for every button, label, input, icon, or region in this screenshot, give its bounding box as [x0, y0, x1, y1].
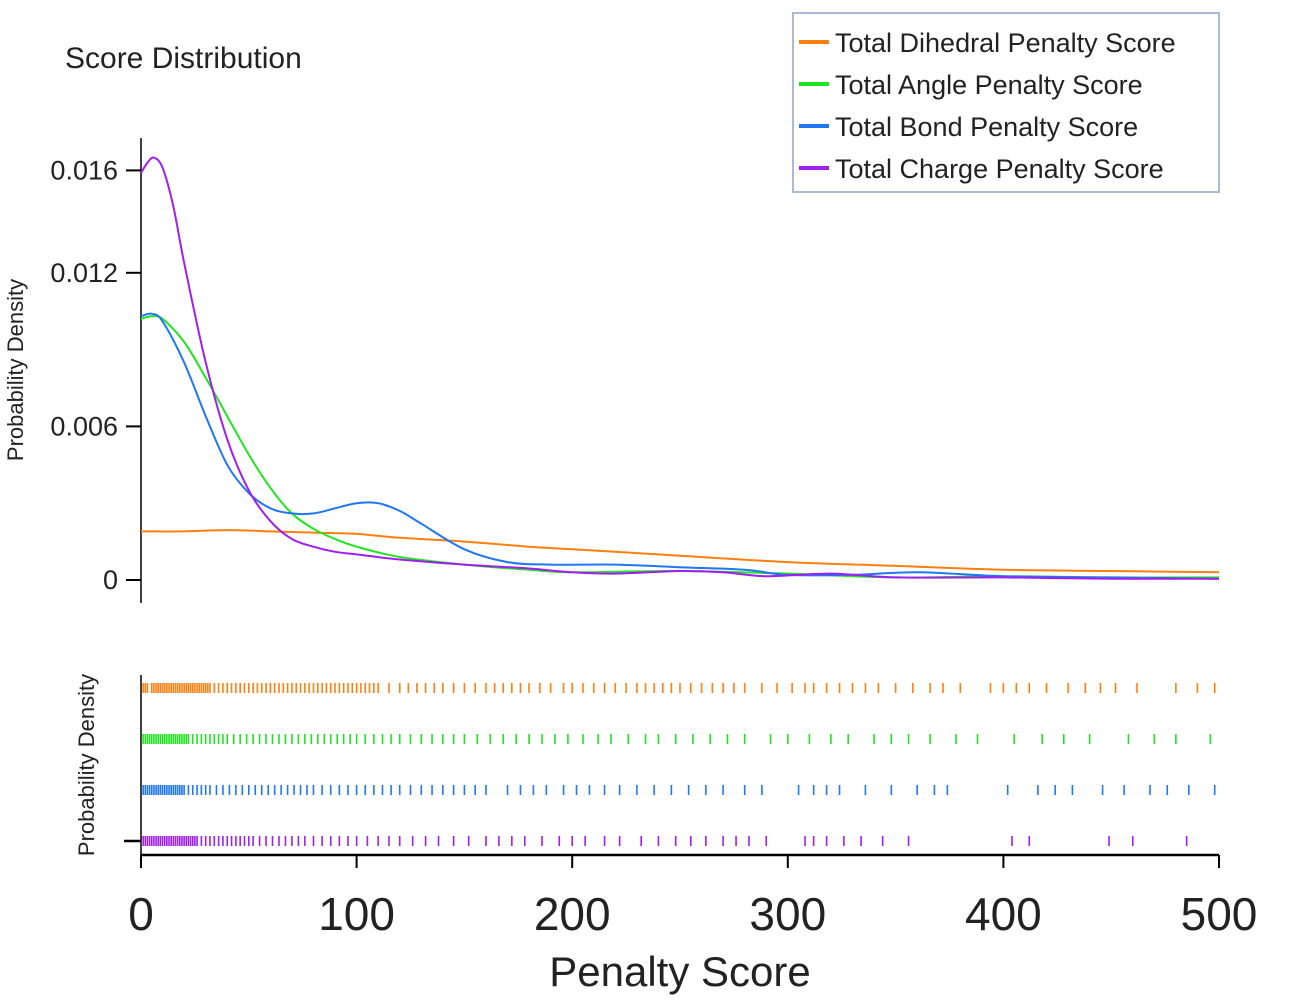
- x-axis-label: Penalty Score: [549, 948, 810, 995]
- x-tick-label: 0: [128, 888, 154, 940]
- y-tick-label: 0.006: [50, 411, 118, 441]
- rug-row-0: [142, 683, 1216, 693]
- y-tick-group: 0 0.006 0.012 0.016: [50, 155, 141, 595]
- legend-label: Total Bond Penalty Score: [835, 112, 1138, 142]
- kde-panel: 0 0.006 0.012 0.016 Probability Density: [3, 138, 1220, 603]
- x-tick-label: 200: [534, 888, 611, 940]
- rug-panel: Probability Density 0 100 200 300 400 500 Pen…: [74, 674, 1257, 995]
- y-tick-label: 0.012: [50, 258, 118, 288]
- series-line-1: [140, 314, 1220, 579]
- series-group: [140, 156, 1220, 580]
- x-tick-label: 400: [965, 888, 1042, 940]
- legend-label: Total Dihedral Penalty Score: [835, 28, 1176, 58]
- chart-title: Score Distribution: [65, 42, 302, 75]
- legend: Total Dihedral Penalty Score Total Angle …: [792, 12, 1220, 193]
- rug-group: [142, 683, 1216, 846]
- y-axis-label: Probability Density: [3, 279, 28, 461]
- rug-row-3: [142, 836, 1188, 846]
- x-tick-label: 100: [318, 888, 395, 940]
- legend-box: [792, 12, 1220, 193]
- rug-row-2: [142, 785, 1216, 795]
- series-line-0: [140, 529, 1220, 574]
- legend-entries: Total Dihedral Penalty Score Total Angle …: [799, 28, 1176, 184]
- y-tick-label: 0: [103, 565, 118, 595]
- legend-label: Total Charge Penalty Score: [835, 154, 1164, 184]
- legend-label: Total Angle Penalty Score: [835, 70, 1143, 100]
- series-line-3: [140, 156, 1220, 580]
- x-tick-label: 500: [1181, 888, 1258, 940]
- y-tick-label: 0.016: [50, 155, 118, 185]
- series-line-2: [140, 312, 1220, 580]
- rug-row-1: [142, 734, 1212, 744]
- x-tick-group: 0 100 200 300 400 500: [128, 855, 1257, 940]
- rug-y-axis-label: Probability Density: [74, 674, 99, 856]
- x-tick-label: 300: [749, 888, 826, 940]
